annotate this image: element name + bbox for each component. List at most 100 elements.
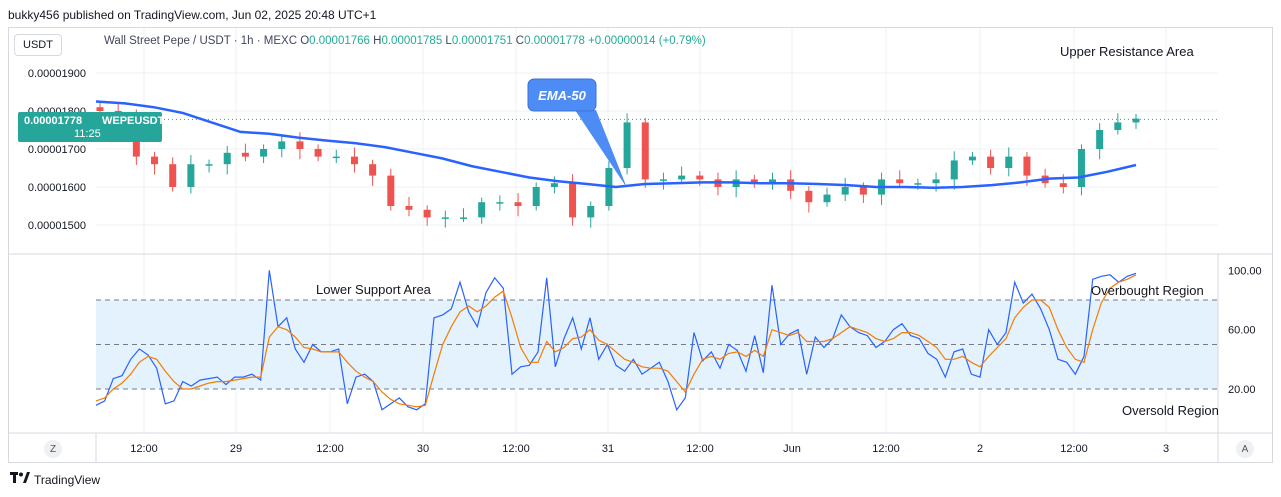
x-tick-label: 2 <box>977 443 983 455</box>
candle-body <box>1132 118 1140 123</box>
candle-body <box>768 179 776 184</box>
candle-body <box>278 141 286 149</box>
candle-body <box>787 179 795 191</box>
price-tag-symbol: WEPEUSDT <box>102 115 165 127</box>
candle-body <box>1077 149 1085 187</box>
close-label: C <box>515 35 525 47</box>
close-value: 0.00001778 <box>524 35 585 47</box>
candle-body <box>169 164 177 187</box>
candle-body <box>332 156 340 159</box>
x-tick-label: 12:00 <box>502 443 530 455</box>
stoch-tick-label: 100.00 <box>1228 265 1262 277</box>
stoch-d-line <box>95 274 1137 408</box>
ema-callout-label: EMA-50 <box>538 88 586 103</box>
price-tag-countdown: 11:25 <box>74 128 101 140</box>
currency-button[interactable]: USDT <box>14 34 62 56</box>
candle-body <box>950 160 958 180</box>
candle-body <box>823 194 831 203</box>
candle-body <box>460 217 468 219</box>
candle-body <box>96 107 104 111</box>
candle-body <box>205 164 213 166</box>
x-tick-label: 12:00 <box>872 443 900 455</box>
stoch-tick-label: 60.00 <box>1228 325 1256 337</box>
ema-callout-box <box>527 78 597 112</box>
candle-body <box>478 202 486 218</box>
upper-resistance-label: Upper Resistance Area <box>1060 44 1194 59</box>
candle-body <box>987 156 995 168</box>
price-tag: 0.00001778 WEPEUSDT 11:25 <box>18 112 165 142</box>
high-value: 0.00001785 <box>381 35 443 47</box>
ohlc-legend: Wall Street Pepe / USDT · 1h · MEXC O0.0… <box>104 35 706 47</box>
ema-50-line <box>95 100 1137 190</box>
x-tick-label: Jun <box>783 443 801 455</box>
y-tick-label: 0.00001600 <box>28 182 86 194</box>
auto-scale-button[interactable]: A <box>1236 440 1254 458</box>
candle-body <box>859 187 867 195</box>
high-label: H <box>373 35 382 47</box>
candle-body <box>532 187 540 206</box>
candle-body <box>914 183 922 185</box>
candle-body <box>550 183 558 187</box>
y-tick-label: 0.00001500 <box>28 220 86 232</box>
candle-body <box>569 183 577 218</box>
open-value: 0.00001766 <box>309 35 370 47</box>
chart-frame <box>8 27 1273 463</box>
candle-body <box>623 122 631 168</box>
price-tag-value: 0.00001778 <box>24 115 83 127</box>
x-tick-label: 12:00 <box>316 443 344 455</box>
candle-body <box>841 187 849 195</box>
candle-body <box>641 122 649 180</box>
zoom-reset-button[interactable]: Z <box>44 440 62 458</box>
candle-body <box>441 217 449 219</box>
candle-body <box>387 175 395 206</box>
candle-body <box>896 179 904 184</box>
candle-body <box>151 156 159 165</box>
oversold-label: Oversold Region <box>1122 403 1219 418</box>
x-tick-label: 3 <box>1163 443 1169 455</box>
candle-body <box>314 149 322 157</box>
candle-body <box>223 152 231 165</box>
tradingview-logo-icon <box>10 472 30 487</box>
candle-body <box>587 206 595 218</box>
tradingview-brand[interactable]: TradingView <box>10 472 100 487</box>
symbol-label[interactable]: Wall Street Pepe / USDT · 1h · MEXC <box>104 35 298 47</box>
candle-body <box>369 164 377 176</box>
overbought-label: Overbought Region <box>1091 283 1204 298</box>
x-tick-label: 30 <box>417 443 429 455</box>
x-tick-label: 12:00 <box>1060 443 1088 455</box>
candle-body <box>696 175 704 180</box>
stoch-tick-label: 20.00 <box>1228 384 1256 396</box>
candle-body <box>241 152 249 157</box>
candle-body <box>350 156 358 165</box>
lower-support-label: Lower Support Area <box>316 282 431 297</box>
candle-body <box>187 164 195 187</box>
candle-body <box>1114 122 1122 130</box>
candle-body <box>423 209 431 218</box>
open-label: O <box>300 35 310 47</box>
candle-body <box>260 149 268 157</box>
candle-body <box>1059 183 1067 187</box>
x-tick-label: 12:00 <box>686 443 714 455</box>
candle-body <box>805 190 813 203</box>
candle-body <box>1005 156 1013 168</box>
candle-body <box>750 179 758 184</box>
candle-body <box>1096 130 1104 149</box>
low-label: L <box>445 35 452 47</box>
low-value: 0.00001751 <box>451 35 513 47</box>
candle-body <box>405 206 413 210</box>
candle-body <box>496 202 504 204</box>
candle-body <box>296 141 304 149</box>
candle-body <box>678 175 686 180</box>
brand-name: TradingView <box>34 472 101 487</box>
candle-body <box>514 202 522 206</box>
candle-body <box>1023 156 1031 176</box>
y-tick-label: 0.00001700 <box>28 144 86 156</box>
candle-body <box>932 179 940 184</box>
x-tick-label: 31 <box>602 443 614 455</box>
publisher-line: bukky456 published on TradingView.com, J… <box>8 8 377 22</box>
candle-body <box>659 179 667 181</box>
x-tick-label: 12:00 <box>130 443 158 455</box>
stoch-k-line <box>95 270 1137 412</box>
ema-callout-pointer <box>575 110 627 188</box>
